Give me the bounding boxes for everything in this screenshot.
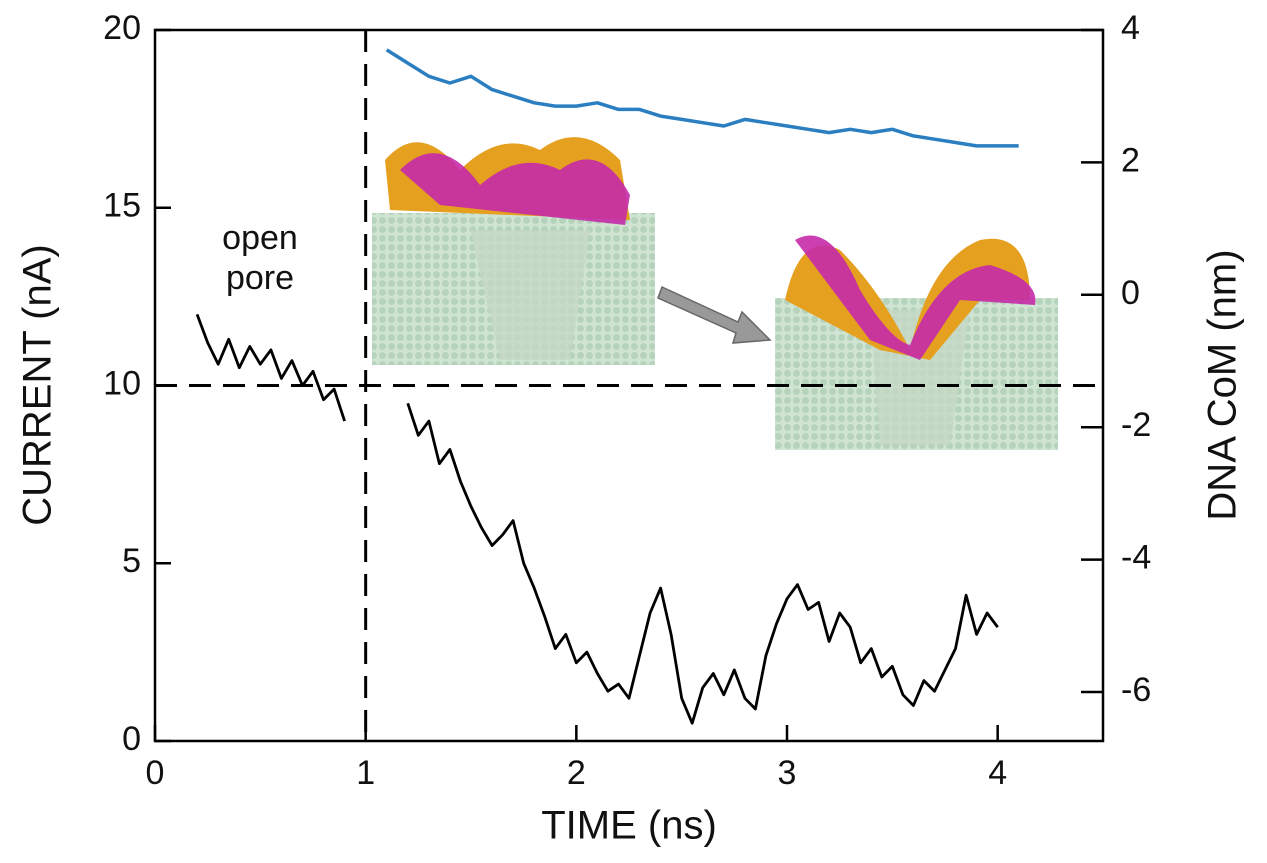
annotation-line: open [222, 219, 298, 257]
y-tick-label: 20 [103, 9, 141, 47]
x-tick-label: 4 [988, 754, 1007, 792]
y2-tick-label: 4 [1121, 9, 1140, 47]
x-tick-label: 2 [567, 754, 586, 792]
y2-tick-label: -2 [1121, 406, 1151, 444]
x-axis-label: TIME (ns) [541, 804, 717, 848]
inset-blocked-pore [775, 235, 1058, 450]
y-tick-label: 5 [122, 542, 141, 580]
annotation-line: pore [226, 259, 294, 297]
y2-axis-label: DNA CoM (nm) [1201, 249, 1245, 520]
y2-tick-label: -6 [1121, 671, 1151, 709]
data-line [385, 48, 1019, 148]
y2-tick-label: -4 [1121, 539, 1151, 577]
y2-tick-label: 0 [1121, 274, 1140, 312]
y-tick-label: 10 [103, 364, 141, 402]
arrow [657, 285, 772, 344]
x-tick-label: 1 [356, 754, 375, 792]
y2-tick-label: 2 [1121, 141, 1140, 179]
inset-open-pore [372, 137, 655, 365]
x-tick-label: 3 [778, 754, 797, 792]
data-line [195, 313, 999, 725]
x-tick-label: 0 [146, 754, 165, 792]
y-tick-label: 15 [103, 187, 141, 225]
y-tick-label: 0 [122, 720, 141, 758]
y-axis-label: CURRENT (nA) [16, 244, 60, 526]
